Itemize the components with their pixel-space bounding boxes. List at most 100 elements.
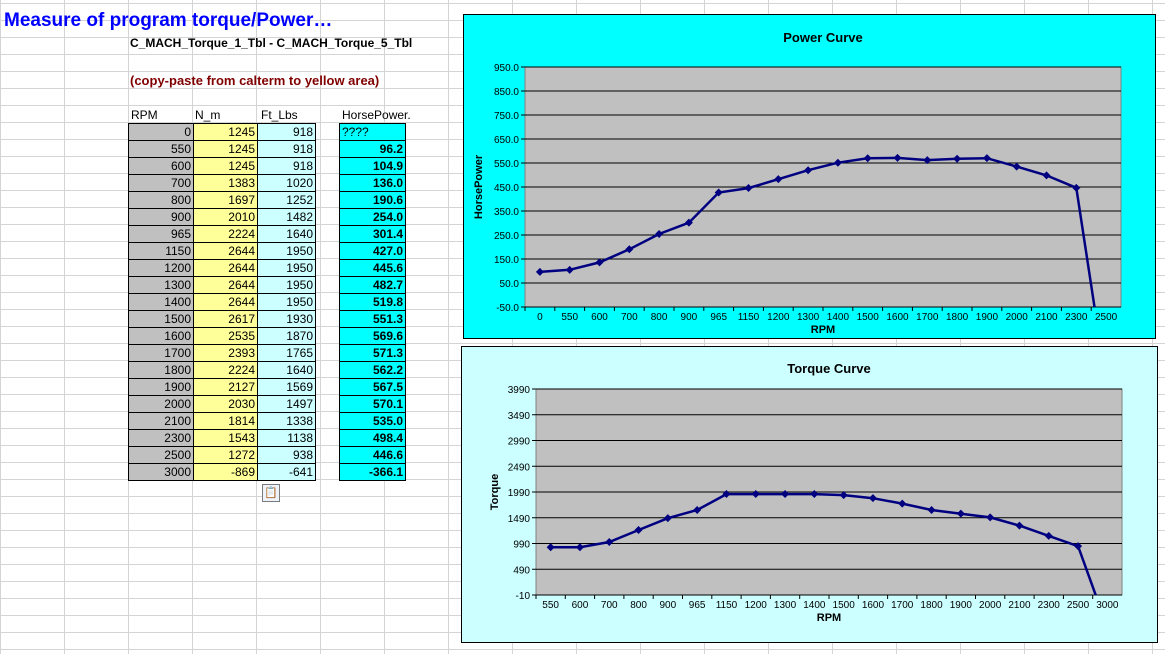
horsepower-cell[interactable]: 569.6 [339, 327, 406, 345]
table-row: 1800 2224 1640 [128, 361, 316, 379]
horsepower-cell[interactable]: 567.5 [339, 378, 406, 396]
ft-lbs-cell[interactable]: 1482 [257, 208, 316, 226]
horsepower-cell[interactable]: 301.4 [339, 225, 406, 243]
ft-lbs-cell[interactable]: 1497 [257, 395, 316, 413]
torque-curve-chart[interactable]: -10 490 990 1490 1990 2490 2990 3490 3990 550 600 7… [461, 346, 1158, 643]
ft-lbs-cell[interactable]: 918 [257, 123, 316, 141]
x-tick-label: 1700 [916, 312, 939, 323]
rpm-cell[interactable]: 1900 [128, 378, 194, 396]
power-curve-chart[interactable]: -50.0 50.0 150.0 250.0 350.0 450.0 550.0 650.0 7… [463, 14, 1156, 339]
nm-cell[interactable]: 2030 [193, 395, 258, 413]
nm-cell[interactable]: -869 [193, 463, 258, 481]
nm-cell[interactable]: 1245 [193, 123, 258, 141]
ft-lbs-header[interactable]: Ft_Lbs [261, 108, 298, 122]
nm-cell[interactable]: 2127 [193, 378, 258, 396]
rpm-cell[interactable]: 900 [128, 208, 194, 226]
horsepower-cell[interactable]: 445.6 [339, 259, 406, 277]
ft-lbs-cell[interactable]: 1640 [257, 361, 316, 379]
ft-lbs-cell[interactable]: 918 [257, 157, 316, 175]
nm-cell[interactable]: 1543 [193, 429, 258, 447]
table-row: 136.0 [339, 174, 406, 192]
rpm-cell[interactable]: 800 [128, 191, 194, 209]
nm-header[interactable]: N_m [195, 108, 221, 122]
horsepower-cell[interactable]: 570.1 [339, 395, 406, 413]
nm-cell[interactable]: 2644 [193, 259, 258, 277]
rpm-cell[interactable]: 1800 [128, 361, 194, 379]
horsepower-cell[interactable]: 535.0 [339, 412, 406, 430]
horsepower-cell[interactable]: -366.1 [339, 463, 406, 481]
rpm-cell[interactable]: 1600 [128, 327, 194, 345]
nm-cell[interactable]: 1814 [193, 412, 258, 430]
table-row: 1500 2617 1930 [128, 310, 316, 328]
nm-cell[interactable]: 2644 [193, 293, 258, 311]
rpm-cell[interactable]: 1500 [128, 310, 194, 328]
rpm-cell[interactable]: 2100 [128, 412, 194, 430]
nm-cell[interactable]: 1697 [193, 191, 258, 209]
ft-lbs-cell[interactable]: 1870 [257, 327, 316, 345]
horsepower-cell[interactable]: 254.0 [339, 208, 406, 226]
horsepower-cell[interactable]: 446.6 [339, 446, 406, 464]
y-tick-label: -10 [516, 591, 531, 602]
ft-lbs-cell[interactable]: 938 [257, 446, 316, 464]
y-tick-label: 250.0 [494, 231, 519, 242]
nm-cell[interactable]: 2010 [193, 208, 258, 226]
rpm-cell[interactable]: 700 [128, 174, 194, 192]
rpm-cell[interactable]: 3000 [128, 463, 194, 481]
rpm-cell[interactable]: 965 [128, 225, 194, 243]
rpm-cell[interactable]: 1150 [128, 242, 194, 260]
ft-lbs-cell[interactable]: 1252 [257, 191, 316, 209]
rpm-cell[interactable]: 0 [128, 123, 194, 141]
nm-cell[interactable]: 2224 [193, 361, 258, 379]
ft-lbs-cell[interactable]: 1765 [257, 344, 316, 362]
nm-cell[interactable]: 1383 [193, 174, 258, 192]
rpm-cell[interactable]: 2500 [128, 446, 194, 464]
rpm-cell[interactable]: 1700 [128, 344, 194, 362]
rpm-cell[interactable]: 1300 [128, 276, 194, 294]
rpm-cell[interactable]: 2000 [128, 395, 194, 413]
nm-cell[interactable]: 2535 [193, 327, 258, 345]
ft-lbs-cell[interactable]: 1950 [257, 276, 316, 294]
table-row: 600 1245 918 [128, 157, 316, 175]
horsepower-cell[interactable]: 427.0 [339, 242, 406, 260]
ft-lbs-cell[interactable]: 1338 [257, 412, 316, 430]
ft-lbs-cell[interactable]: 1569 [257, 378, 316, 396]
ft-lbs-cell[interactable]: 1950 [257, 242, 316, 260]
rpm-cell[interactable]: 550 [128, 140, 194, 158]
horsepower-cell[interactable]: 136.0 [339, 174, 406, 192]
nm-cell[interactable]: 2644 [193, 242, 258, 260]
ft-lbs-cell[interactable]: 1020 [257, 174, 316, 192]
table-row: 1150 2644 1950 [128, 242, 316, 260]
rpm-cell[interactable]: 2300 [128, 429, 194, 447]
nm-cell[interactable]: 2224 [193, 225, 258, 243]
ft-lbs-cell[interactable]: 1640 [257, 225, 316, 243]
horsepower-cell[interactable]: 190.6 [339, 191, 406, 209]
horsepower-cell[interactable]: 498.4 [339, 429, 406, 447]
ft-lbs-cell[interactable]: -641 [257, 463, 316, 481]
horsepower-cell[interactable]: ???? [339, 123, 406, 141]
rpm-header[interactable]: RPM [131, 108, 158, 122]
ft-lbs-cell[interactable]: 1950 [257, 259, 316, 277]
clipboard-icon[interactable]: 📋 [262, 484, 280, 502]
nm-cell[interactable]: 2617 [193, 310, 258, 328]
rpm-cell[interactable]: 1200 [128, 259, 194, 277]
nm-cell[interactable]: 2393 [193, 344, 258, 362]
horsepower-cell[interactable]: 482.7 [339, 276, 406, 294]
horsepower-cell[interactable]: 562.2 [339, 361, 406, 379]
horsepower-cell[interactable]: 571.3 [339, 344, 406, 362]
nm-cell[interactable]: 1245 [193, 157, 258, 175]
ft-lbs-cell[interactable]: 1138 [257, 429, 316, 447]
ft-lbs-cell[interactable]: 1950 [257, 293, 316, 311]
nm-cell[interactable]: 1272 [193, 446, 258, 464]
horsepower-header[interactable]: HorsePower. [342, 108, 411, 122]
ft-lbs-cell[interactable]: 918 [257, 140, 316, 158]
nm-cell[interactable]: 1245 [193, 140, 258, 158]
table-row: 301.4 [339, 225, 406, 243]
nm-cell[interactable]: 2644 [193, 276, 258, 294]
horsepower-cell[interactable]: 519.8 [339, 293, 406, 311]
horsepower-cell[interactable]: 96.2 [339, 140, 406, 158]
horsepower-cell[interactable]: 551.3 [339, 310, 406, 328]
ft-lbs-cell[interactable]: 1930 [257, 310, 316, 328]
rpm-cell[interactable]: 1400 [128, 293, 194, 311]
rpm-cell[interactable]: 600 [128, 157, 194, 175]
horsepower-cell[interactable]: 104.9 [339, 157, 406, 175]
